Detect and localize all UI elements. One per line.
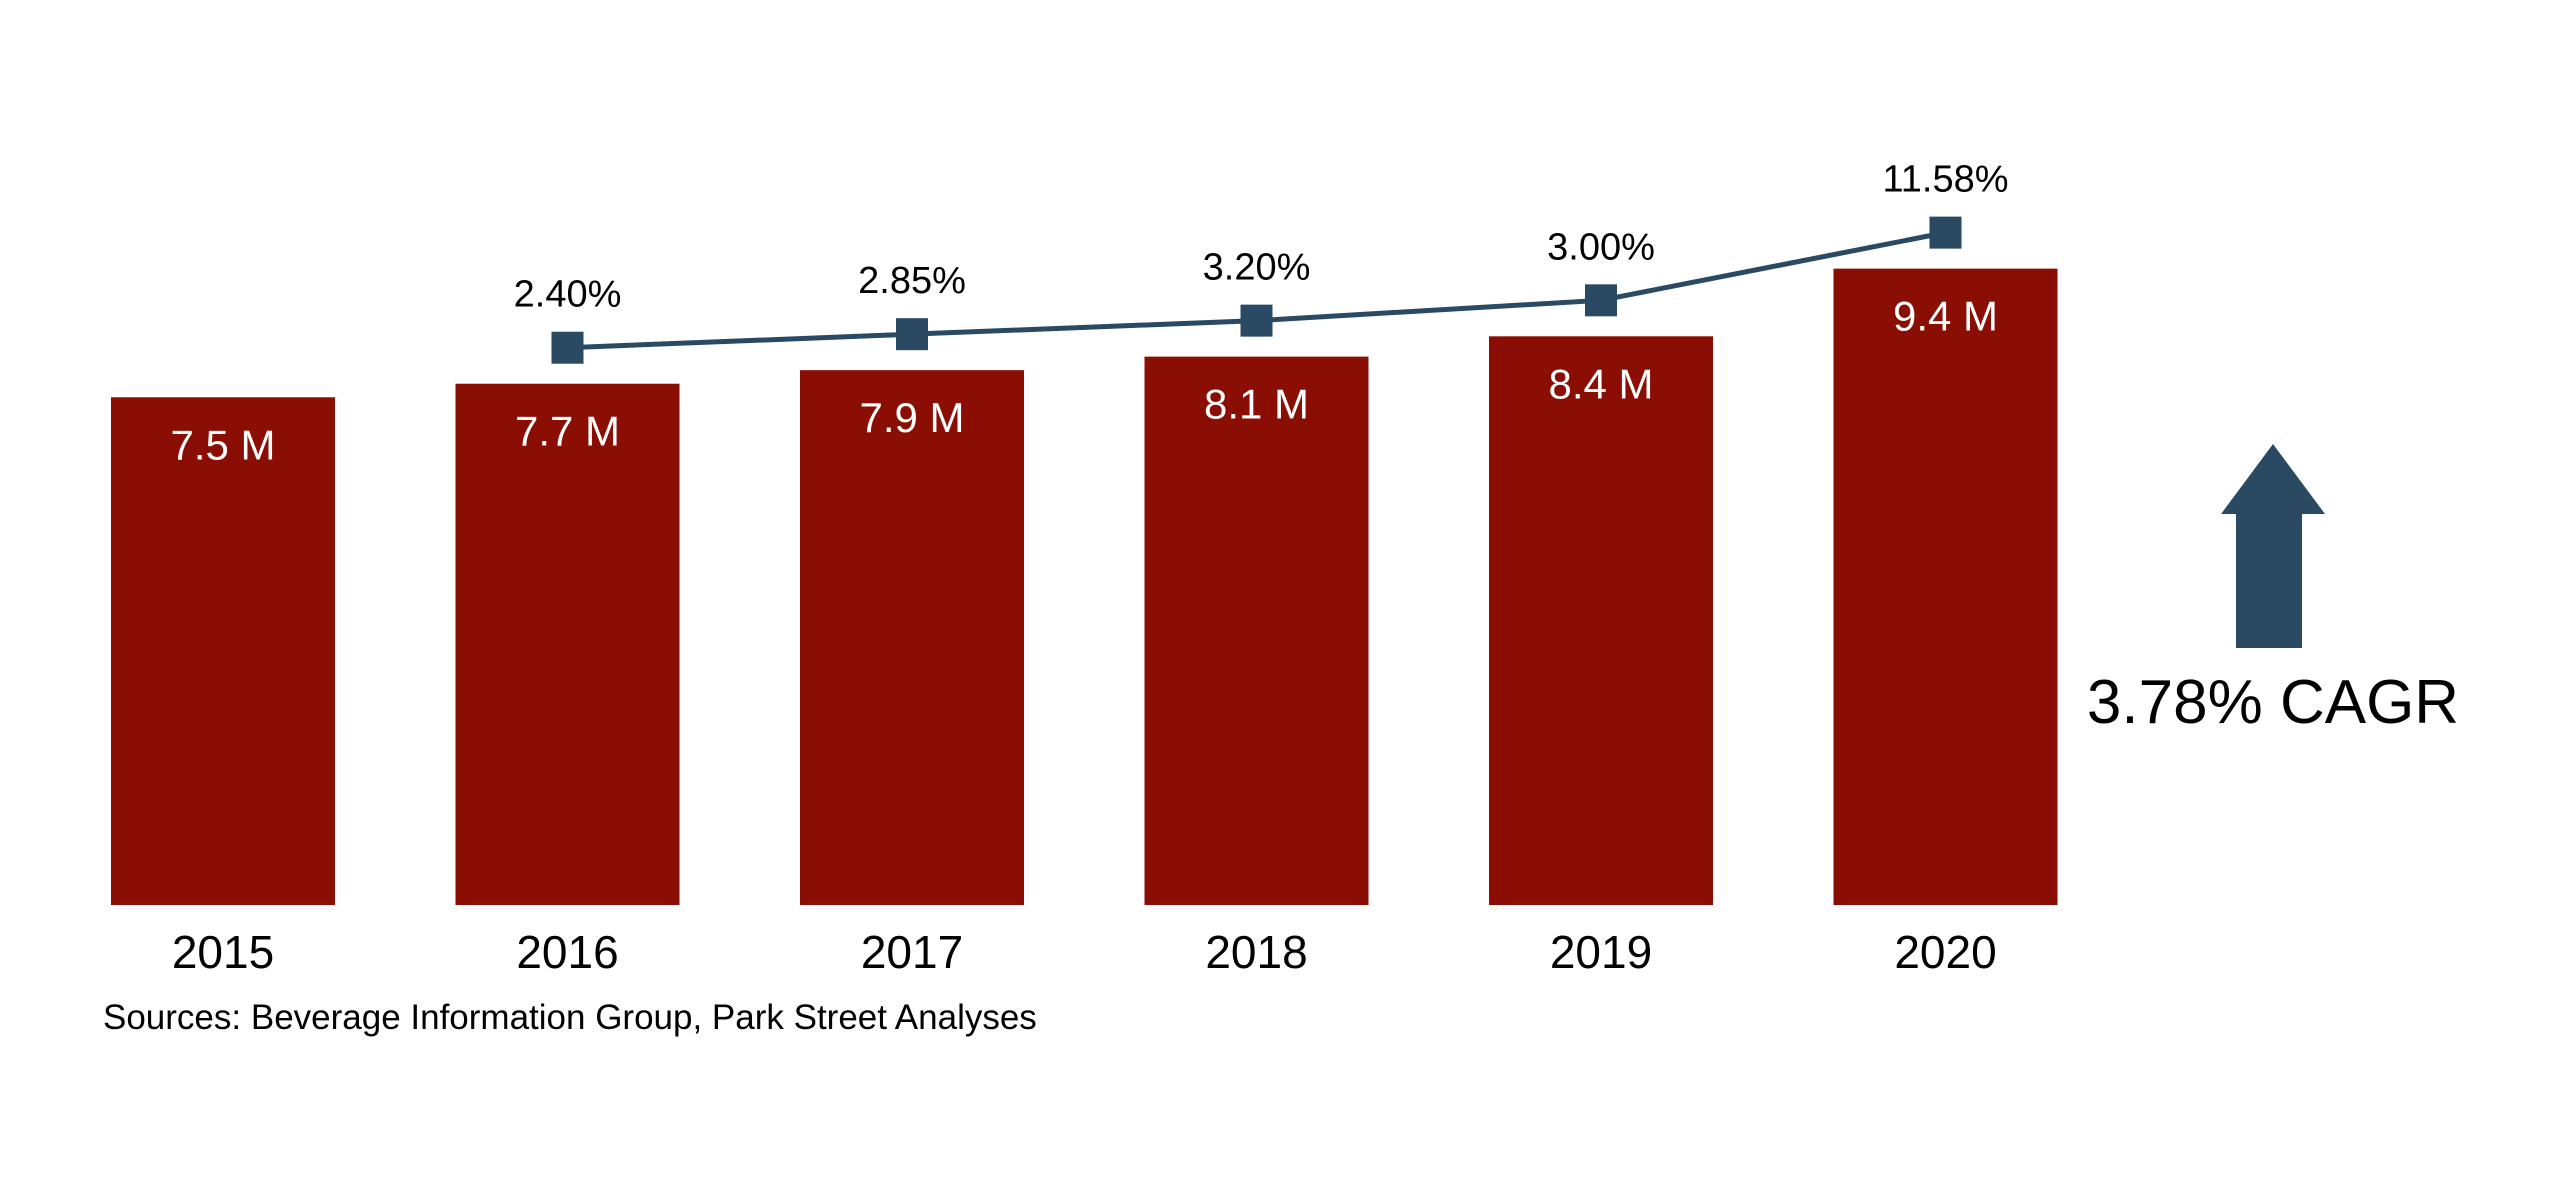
bars-group xyxy=(111,268,2058,906)
source-note: Sources: Beverage Information Group, Par… xyxy=(103,998,1037,1037)
growth-marker xyxy=(551,331,584,364)
x-tick-label: 2015 xyxy=(172,926,274,978)
x-tick-label: 2018 xyxy=(1205,926,1307,978)
bar-value-label: 8.4 M xyxy=(1548,360,1653,407)
bar-value-label: 7.5 M xyxy=(170,421,275,468)
growth-marker xyxy=(1585,284,1617,317)
growth-marker xyxy=(1929,216,1962,249)
labels-group: 7.5 M 2015 7.7 M 2016 7.9 M 2017 8.1 M 2018 8.4 … xyxy=(170,159,2008,978)
x-tick-label: 2017 xyxy=(861,926,963,978)
bar-value-label: 8.1 M xyxy=(1204,381,1309,428)
bar-2019 xyxy=(1489,336,1713,905)
bar-value-label: 7.7 M xyxy=(515,408,620,455)
x-tick-label: 2020 xyxy=(1894,926,1996,978)
growth-marker xyxy=(1240,304,1273,337)
x-tick-label: 2019 xyxy=(1550,926,1652,978)
bar-2015 xyxy=(111,397,335,905)
bar-2020 xyxy=(1833,268,2058,905)
cagr-annotation: 3.78% CAGR xyxy=(2087,668,2459,737)
x-tick-label: 2016 xyxy=(516,926,618,978)
bar-2018 xyxy=(1144,356,1369,905)
bar-2017 xyxy=(800,370,1024,905)
growth-value-label: 2.40% xyxy=(514,274,622,316)
growth-value-label: 3.20% xyxy=(1203,247,1311,289)
bar-value-label: 7.9 M xyxy=(859,394,964,441)
bar-2016 xyxy=(455,383,680,906)
up-arrow-icon xyxy=(2221,444,2325,648)
growth-value-label: 2.85% xyxy=(858,260,966,302)
growth-line-group xyxy=(551,216,1962,364)
bar-value-label: 9.4 M xyxy=(1893,293,1998,340)
growth-marker xyxy=(896,318,928,351)
growth-value-label: 11.58% xyxy=(1882,159,2008,201)
growth-value-label: 3.00% xyxy=(1547,226,1655,268)
